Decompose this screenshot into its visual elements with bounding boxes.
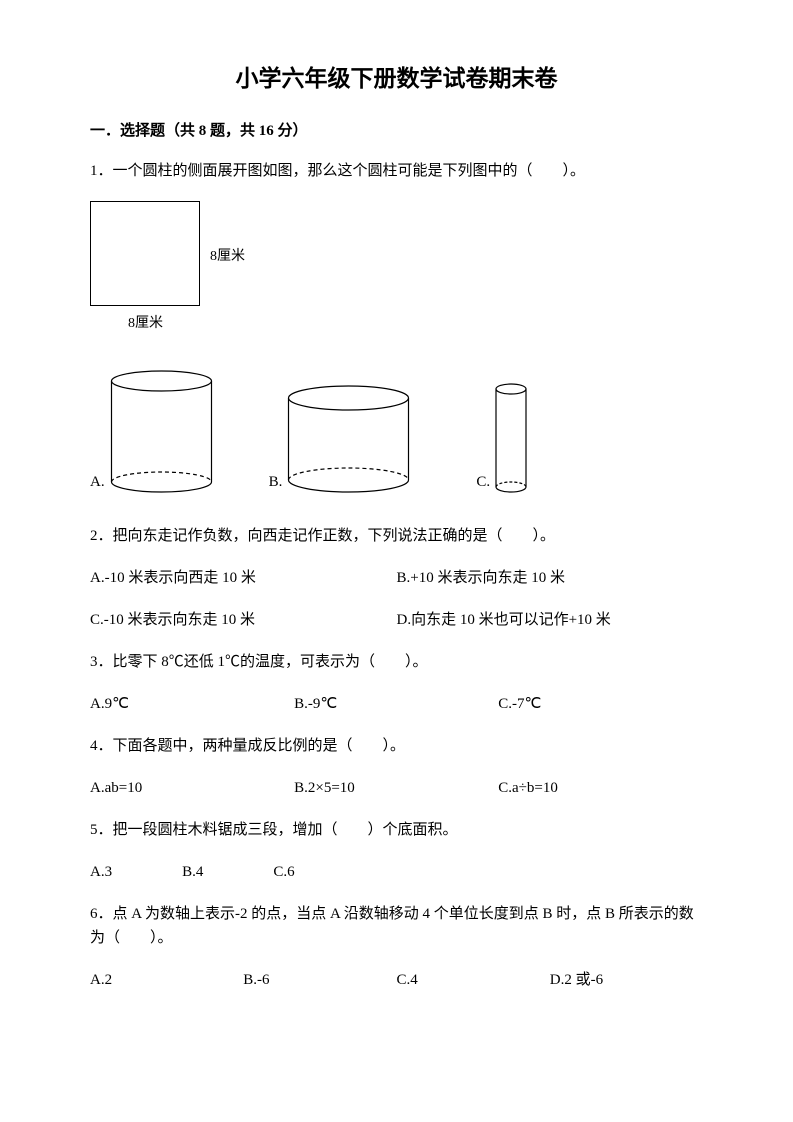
question-4-text: 4．下面各题中，两种量成反比例的是（ ）。 xyxy=(90,734,703,758)
q6-option-b: B.-6 xyxy=(243,968,396,992)
section-header: 一．选择题（共 8 题，共 16 分） xyxy=(90,119,703,143)
question-2-options: A.-10 米表示向西走 10 米 B.+10 米表示向东走 10 米 xyxy=(90,566,703,590)
q5-option-c: C.6 xyxy=(273,860,294,884)
q3-option-c: C.-7℃ xyxy=(498,692,702,716)
q6-option-a: A.2 xyxy=(90,968,243,992)
q1-cylinder-options: A. B. C. xyxy=(90,369,703,494)
question-2-options-2: C.-10 米表示向东走 10 米 D.向东走 10 米也可以记作+10 米 xyxy=(90,608,703,632)
q5-option-b: B.4 xyxy=(182,860,203,884)
q2-option-b: B.+10 米表示向东走 10 米 xyxy=(397,566,704,590)
q2-option-c: C.-10 米表示向东走 10 米 xyxy=(90,608,397,632)
q2-option-d: D.向东走 10 米也可以记作+10 米 xyxy=(397,608,704,632)
q6-option-d: D.2 或-6 xyxy=(550,968,703,992)
option-c-label: C. xyxy=(476,470,490,494)
q4-option-c: C.a÷b=10 xyxy=(498,776,702,800)
q4-option-b: B.2×5=10 xyxy=(294,776,498,800)
question-1-text: 1．一个圆柱的侧面展开图如图，那么这个圆柱可能是下列图中的（ ）。 xyxy=(90,159,703,183)
square-height-label: 8厘米 xyxy=(210,246,245,268)
q2-option-a: A.-10 米表示向西走 10 米 xyxy=(90,566,397,590)
q5-option-a: A.3 xyxy=(90,860,112,884)
question-5-text: 5．把一段圆柱木料锯成三段，增加（ ）个底面积。 xyxy=(90,818,703,842)
option-b-label: B. xyxy=(269,470,283,494)
question-2-text: 2．把向东走记作负数，向西走记作正数，下列说法正确的是（ ）。 xyxy=(90,524,703,548)
page-title: 小学六年级下册数学试卷期末卷 xyxy=(90,60,703,97)
cylinder-a-icon xyxy=(109,369,214,494)
cylinder-c-icon xyxy=(494,382,528,494)
question-5-options: A.3 B.4 C.6 xyxy=(90,860,703,884)
question-4-options: A.ab=10 B.2×5=10 C.a÷b=10 xyxy=(90,776,703,800)
q1-square-diagram: 8厘米 8厘米 xyxy=(90,201,703,341)
q6-option-c: C.4 xyxy=(397,968,550,992)
question-3-options: A.9℃ B.-9℃ C.-7℃ xyxy=(90,692,703,716)
question-6-options: A.2 B.-6 C.4 D.2 或-6 xyxy=(90,968,703,992)
question-3-text: 3．比零下 8℃还低 1℃的温度，可表示为（ ）。 xyxy=(90,650,703,674)
question-6-text: 6．点 A 为数轴上表示-2 的点，当点 A 沿数轴移动 4 个单位长度到点 B… xyxy=(90,902,703,950)
square-shape xyxy=(90,201,200,306)
option-a-label: A. xyxy=(90,470,105,494)
q3-option-a: A.9℃ xyxy=(90,692,294,716)
q4-option-a: A.ab=10 xyxy=(90,776,294,800)
cylinder-b-icon xyxy=(286,384,411,494)
q3-option-b: B.-9℃ xyxy=(294,692,498,716)
square-width-label: 8厘米 xyxy=(128,313,163,335)
